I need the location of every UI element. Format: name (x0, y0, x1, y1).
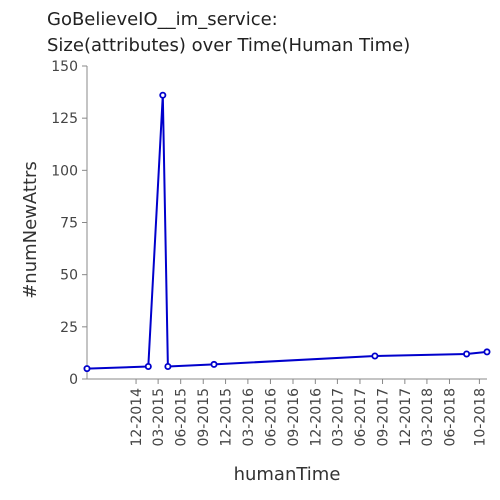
x-tick-label: 03-2016 (241, 388, 257, 447)
y-tick-label: 75 (60, 216, 78, 232)
data-point (144, 362, 152, 370)
data-point (83, 365, 91, 373)
data-point (210, 360, 218, 368)
x-tick-label: 09-2015 (196, 388, 212, 447)
x-tick-label: 09-2017 (376, 388, 392, 447)
axes (86, 66, 487, 380)
y-tick-label: 125 (51, 111, 78, 127)
x-axis-title: humanTime (234, 464, 341, 485)
chart-title: GoBelieveIO__im_service: Size(attributes… (47, 9, 410, 56)
y-tick-label: 50 (60, 268, 78, 284)
x-tick-label: 03-2018 (420, 388, 436, 447)
x-tick-label: 12-2016 (308, 388, 324, 447)
data-point (159, 91, 167, 99)
y-tick-label: 25 (60, 320, 78, 336)
x-tick-label: 09-2016 (286, 388, 302, 447)
y-axis-title: #numNewAttrs (20, 161, 41, 299)
x-ticks: 12-2014 03-2015 06-2015 09-2015 12-2015 03-20… (129, 379, 488, 447)
series-line (86, 94, 488, 370)
x-tick-label: 12-2017 (398, 388, 414, 447)
x-tick-label: 12-2014 (129, 388, 145, 447)
x-tick-label: 06-2015 (174, 388, 190, 447)
chart-title-line-1: GoBelieveIO__im_service: (47, 9, 278, 30)
x-tick-label: 03-2017 (330, 388, 346, 447)
x-tick-label: 03-2015 (151, 388, 167, 447)
y-ticks: 0 25 50 75 100 125 150 (51, 59, 87, 388)
y-tick-label: 150 (51, 59, 78, 75)
chart-title-line-2: Size(attributes) over Time(Human Time) (47, 35, 410, 56)
data-point (463, 350, 471, 358)
data-point (371, 352, 379, 360)
y-tick-label: 0 (69, 372, 78, 388)
data-point (483, 348, 491, 356)
y-tick-label: 100 (51, 163, 78, 179)
x-tick-label: 06-2018 (442, 388, 458, 447)
series-layer (83, 91, 491, 373)
data-point (164, 362, 172, 370)
x-tick-label: 06-2016 (263, 388, 279, 447)
x-tick-label: 06-2017 (353, 388, 369, 447)
x-tick-label: 10-2018 (472, 388, 488, 447)
x-tick-label: 12-2015 (219, 388, 235, 447)
